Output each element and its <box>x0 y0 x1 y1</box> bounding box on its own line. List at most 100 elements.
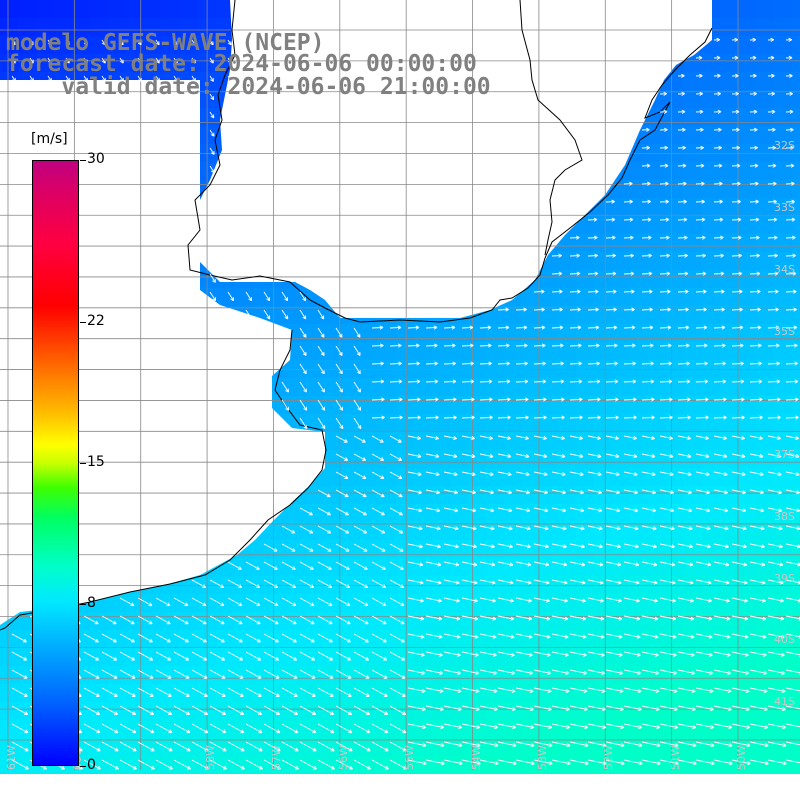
wind-speed-cell <box>720 162 738 180</box>
wind-speed-cell <box>666 270 684 288</box>
wind-arrow <box>641 325 654 330</box>
wind-speed-cell <box>684 270 702 288</box>
wind-speed-cell <box>756 144 774 162</box>
wind-speed-cell <box>612 360 630 378</box>
wind-arrow <box>695 325 708 330</box>
wind-speed-cell <box>756 432 774 450</box>
wind-arrow <box>695 109 704 114</box>
wind-speed-cell <box>756 648 774 666</box>
wind-speed-cell <box>666 72 684 90</box>
wind-speed-cell <box>630 522 648 540</box>
wind-speed-cell <box>396 360 414 378</box>
wind-speed-cell <box>684 378 702 396</box>
wind-speed-cell <box>504 486 522 504</box>
wind-speed-cell <box>702 702 720 720</box>
wind-speed-cell <box>756 612 774 630</box>
wind-speed-cell <box>756 180 774 198</box>
wind-arrow <box>659 91 667 96</box>
wind-speed-cell <box>792 54 800 72</box>
wind-arrow <box>785 109 794 114</box>
wind-speed-cell <box>288 306 306 324</box>
wind-speed-cell <box>792 522 800 540</box>
wind-speed-cell <box>90 18 108 36</box>
wind-arrow <box>713 253 724 258</box>
wind-speed-cell <box>720 540 738 558</box>
wind-speed-cell <box>576 594 594 612</box>
wind-speed-cell <box>558 378 576 396</box>
wind-speed-cell <box>738 558 756 576</box>
wind-speed-cell <box>0 648 18 666</box>
wind-arrow <box>659 145 668 150</box>
wind-arrow <box>443 325 456 330</box>
wind-arrow <box>209 273 216 283</box>
wind-speed-cell <box>414 684 432 702</box>
longitude-label: 61W <box>5 745 18 770</box>
wind-arrow <box>731 145 740 150</box>
wind-speed-cell <box>774 342 792 360</box>
wind-speed-cell <box>522 522 540 540</box>
wind-arrow <box>29 75 34 82</box>
wind-speed-cell <box>468 450 486 468</box>
wind-arrow <box>227 291 235 302</box>
wind-speed-cell <box>594 216 612 234</box>
wind-speed-cell <box>522 720 540 738</box>
wind-speed-cell <box>468 558 486 576</box>
wind-speed-cell <box>504 702 522 720</box>
longitude-label: 56W <box>336 745 350 770</box>
wind-speed-cell <box>576 324 594 342</box>
wind-speed-cell <box>756 504 774 522</box>
wind-speed-cell <box>540 594 558 612</box>
wind-speed-cell <box>612 378 630 396</box>
wind-speed-cell <box>738 126 756 144</box>
wind-speed-cell <box>378 378 396 396</box>
wind-speed-cell <box>774 612 792 630</box>
wind-speed-cell <box>432 342 450 360</box>
wind-speed-cell <box>666 666 684 684</box>
wind-speed-cell <box>630 342 648 360</box>
wind-speed-cell <box>504 414 522 432</box>
wind-speed-cell <box>792 630 800 648</box>
wind-speed-cell <box>648 702 666 720</box>
wind-speed-cell <box>540 432 558 450</box>
wind-speed-cell <box>774 414 792 432</box>
wind-speed-cell <box>738 180 756 198</box>
wind-speed-cell <box>648 198 666 216</box>
wind-speed-cell <box>666 558 684 576</box>
wind-arrow <box>587 217 598 222</box>
wind-speed-cell <box>666 630 684 648</box>
wind-speed-cell <box>576 396 594 414</box>
wind-speed-cell <box>756 324 774 342</box>
wind-speed-cell <box>522 414 540 432</box>
wind-speed-cell <box>522 540 540 558</box>
wind-speed-cell <box>666 414 684 432</box>
wind-arrow <box>695 289 707 294</box>
wind-arrow <box>191 75 196 82</box>
wind-arrow <box>731 199 741 204</box>
wind-speed-cell <box>306 378 324 396</box>
wind-speed-cell <box>630 486 648 504</box>
wind-speed-cell <box>594 504 612 522</box>
wind-speed-cell <box>540 468 558 486</box>
wind-speed-cell <box>612 504 630 522</box>
wind-speed-cell <box>774 0 792 18</box>
wind-speed-cell <box>666 378 684 396</box>
wind-speed-cell <box>630 558 648 576</box>
wind-arrow <box>785 127 794 132</box>
wind-speed-cell <box>486 630 504 648</box>
wind-speed-cell <box>54 0 72 18</box>
lat-lon-grid <box>0 0 800 770</box>
wind-arrow <box>749 127 758 132</box>
wind-speed-cell <box>558 306 576 324</box>
wind-speed-cell <box>306 324 324 342</box>
wind-speed-cell <box>504 360 522 378</box>
wind-speed-cell <box>378 414 396 432</box>
wind-arrow <box>785 145 794 150</box>
wind-arrow <box>263 309 271 320</box>
wind-speed-cell <box>288 342 306 360</box>
wind-speed-cell <box>612 522 630 540</box>
wind-arrow <box>209 93 215 101</box>
wind-speed-cell <box>540 378 558 396</box>
wind-arrow <box>749 217 760 222</box>
wind-speed-cell <box>432 630 450 648</box>
